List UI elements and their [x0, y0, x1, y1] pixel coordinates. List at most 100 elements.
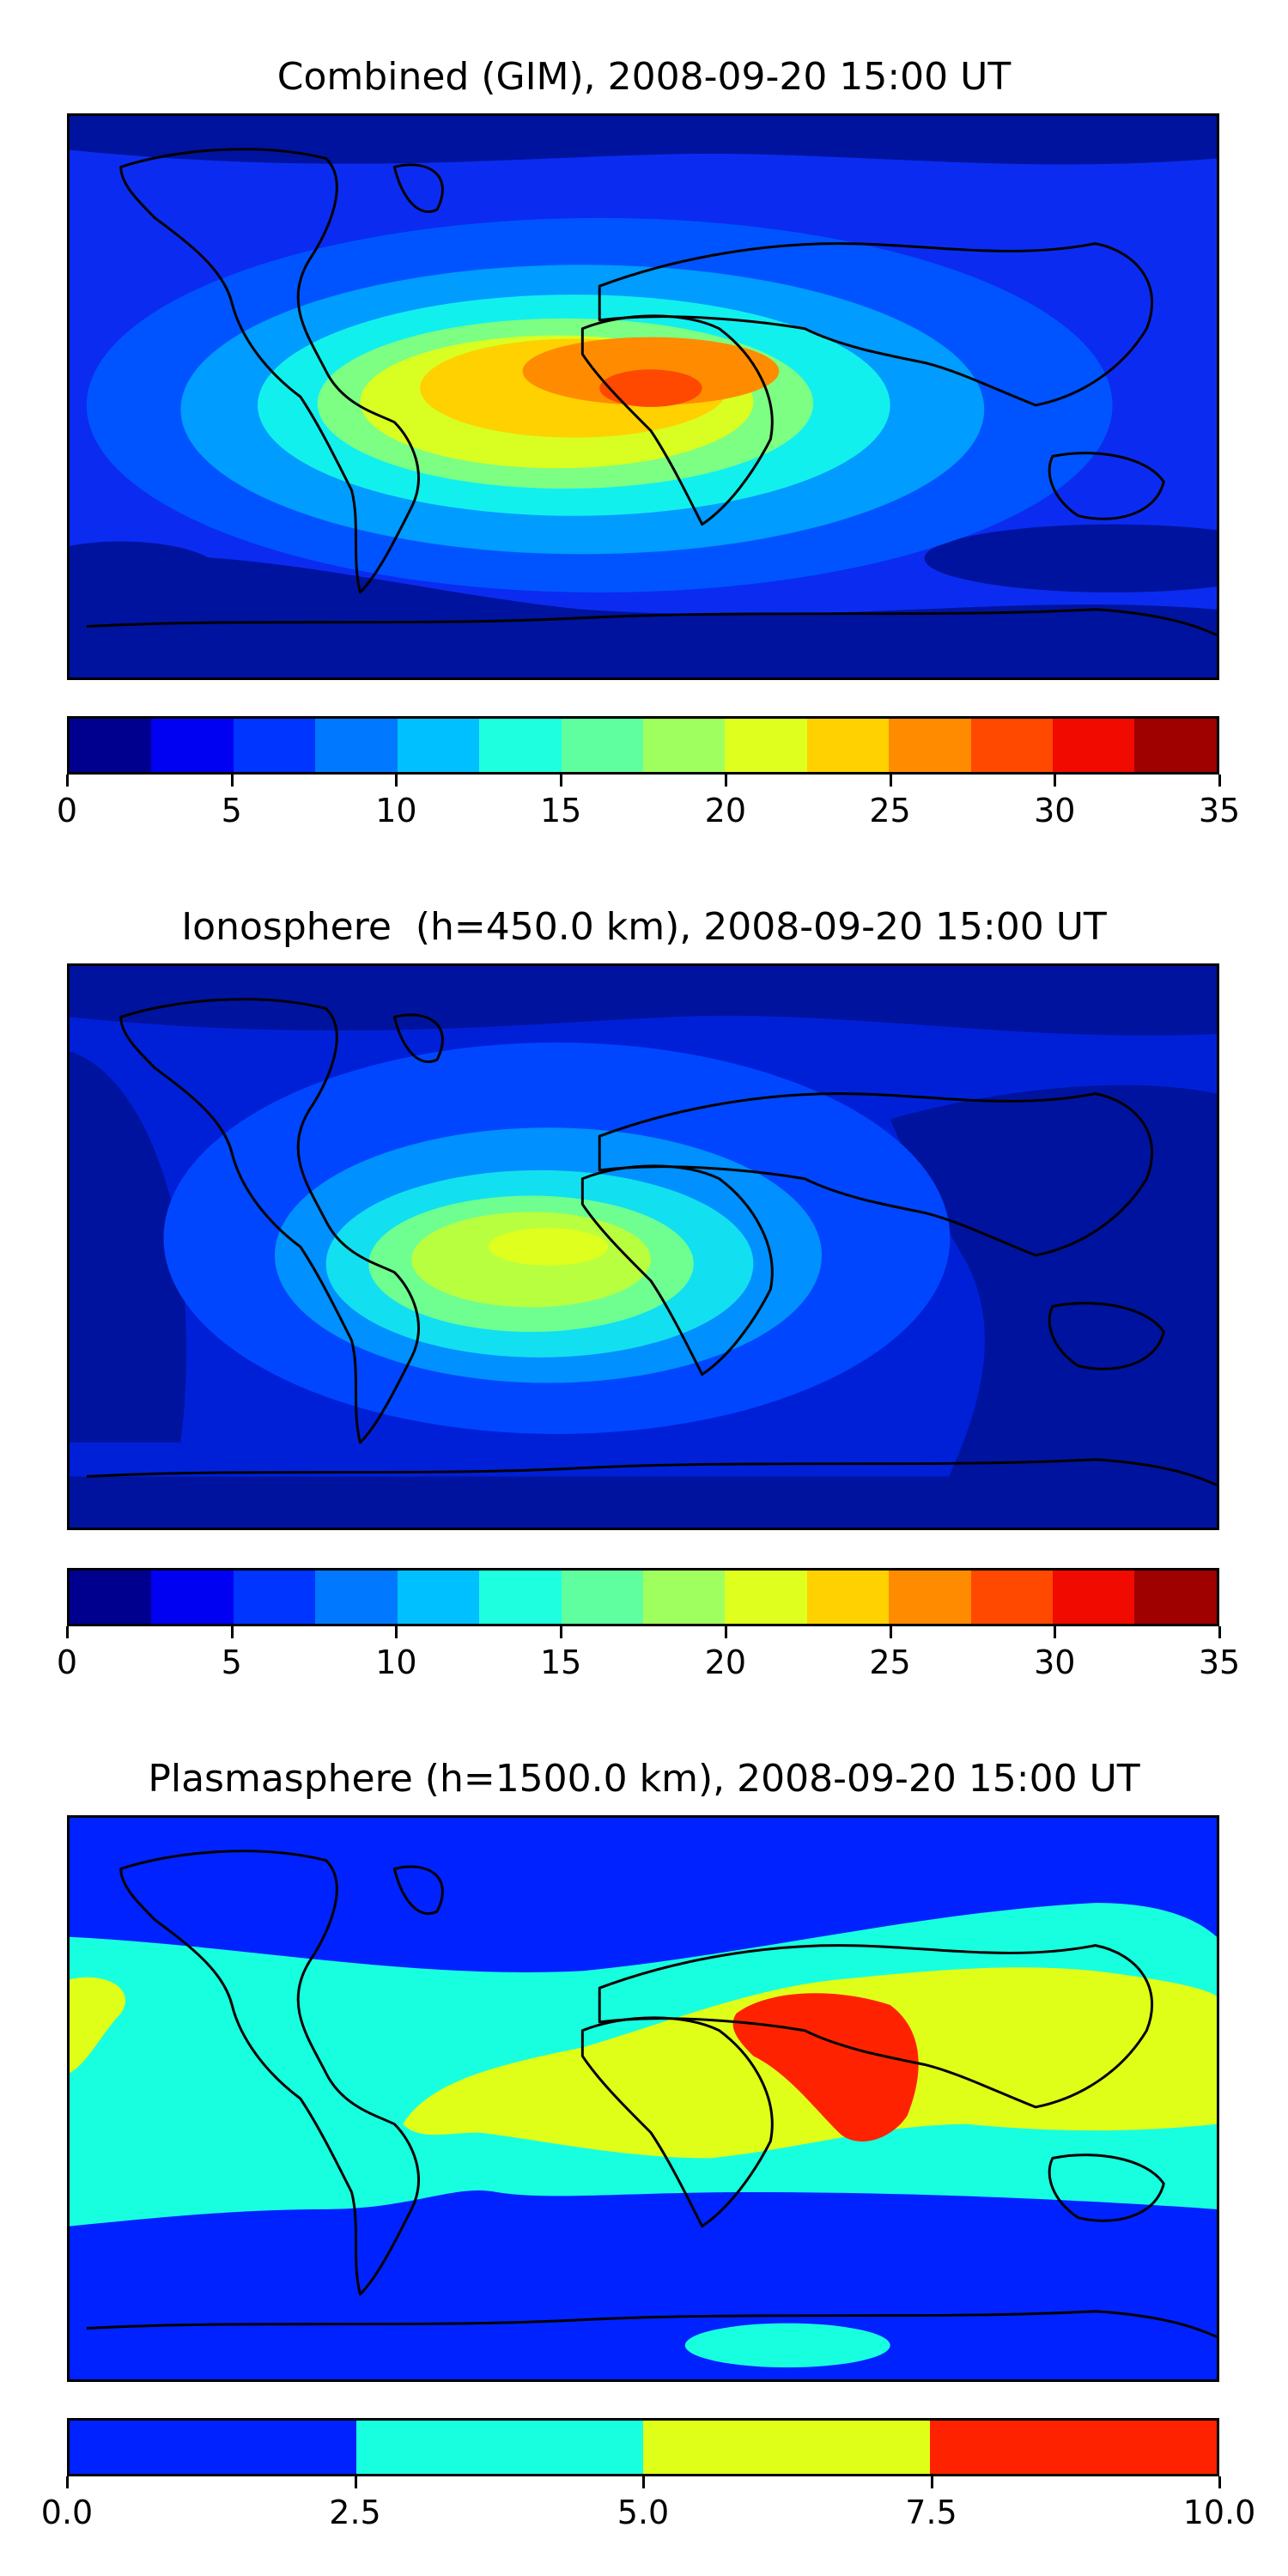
colorbar-segment: [479, 1571, 562, 1624]
colorbar-segment: [356, 2421, 643, 2474]
colorbar-segment: [561, 1571, 643, 1624]
colorbar-segment: [1053, 719, 1135, 772]
colorbar-segment: [1053, 1571, 1135, 1624]
colorbar-ticks: 0 5 10 15 20 25 30 35: [57, 1626, 1240, 1681]
field-band: [732, 1993, 919, 2142]
tick-label: 20: [704, 792, 747, 829]
tick-label: 30: [1034, 1643, 1076, 1681]
tick-mark: [560, 775, 563, 787]
colorbar: [67, 716, 1219, 775]
tick-mark: [1218, 775, 1221, 787]
tec-map: [70, 116, 1217, 677]
colorbar-segment: [930, 2421, 1217, 2474]
colorbar-segment: [70, 1571, 152, 1624]
colorbar-segment: [889, 719, 971, 772]
map-ionosphere: [67, 963, 1219, 1530]
tick-label: 25: [869, 792, 911, 829]
colorbar-segment: [970, 719, 1054, 772]
colorbar-segment: [479, 719, 562, 772]
tick-label: 25: [869, 1643, 911, 1681]
colorbar-ticks: 0.0 2.5 5.0 7.5 10.0: [41, 2476, 1255, 2531]
tick-mark: [395, 1626, 398, 1638]
panel-title: Plasmasphere (h=1500.0 km), 2008-09-20 1…: [148, 1757, 1140, 1801]
tick-label: 5.0: [617, 2494, 670, 2531]
colorbar-segment: [70, 2421, 356, 2474]
colorbar-segment: [889, 1571, 971, 1624]
panel-title: Ionosphere (h=450.0 km), 2008-09-20 15:0…: [181, 905, 1107, 949]
colorbar-segment: [315, 719, 398, 772]
field-band-low: [924, 524, 1217, 592]
tick-label: 0: [56, 792, 78, 829]
map-combined: [67, 113, 1219, 680]
field-band-low: [70, 1051, 186, 1443]
colorbar-segment: [233, 1571, 316, 1624]
tick-label: 20: [704, 1643, 747, 1681]
tick-mark: [395, 775, 398, 787]
colorbar: [67, 1568, 1219, 1626]
colorbar-segment: [806, 719, 890, 772]
tick-label: 7.5: [905, 2494, 957, 2531]
colorbar-segment: [1134, 719, 1217, 772]
panel-title: Combined (GIM), 2008-09-20 15:00 UT: [276, 55, 1012, 99]
tick-mark: [66, 775, 69, 787]
colorbar-segment: [643, 2421, 930, 2474]
colorbar-segment: [970, 1571, 1054, 1624]
tick-label: 0.0: [40, 2494, 94, 2531]
tec-map: [70, 1818, 1217, 2379]
tick-label: 35: [1198, 792, 1241, 829]
colorbar-segment: [642, 1571, 726, 1624]
tick-mark: [889, 1626, 892, 1638]
tick-mark: [1054, 1626, 1057, 1638]
coastlines: [86, 1850, 1217, 2338]
tick-label: 5: [221, 792, 242, 829]
colorbar-segment: [70, 719, 152, 772]
colorbar-segment: [397, 1571, 480, 1624]
field-band: [488, 1228, 609, 1266]
colorbar-segment: [725, 1571, 807, 1624]
tick-mark: [930, 2476, 933, 2488]
colorbar-segment: [561, 719, 643, 772]
tick-mark: [560, 1626, 563, 1638]
tick-mark: [889, 775, 892, 787]
colorbar: [67, 2418, 1219, 2476]
colorbar-segment: [315, 1571, 398, 1624]
tick-label: 10: [375, 1643, 417, 1681]
map-plasmasphere: [67, 1815, 1219, 2382]
colorbar-segment: [397, 719, 480, 772]
tick-mark: [66, 1626, 69, 1638]
field-band-low: [70, 966, 1217, 1036]
colorbar-segment: [642, 719, 726, 772]
tick-mark: [354, 2476, 357, 2488]
colorbar-segment: [233, 719, 316, 772]
tick-label: 15: [539, 1643, 582, 1681]
coastlines: [86, 148, 1217, 636]
tick-mark: [642, 2476, 645, 2488]
tick-label: 35: [1198, 1643, 1241, 1681]
colorbar-segment: [151, 719, 234, 772]
colorbar-segment: [806, 1571, 890, 1624]
tick-label: 10: [375, 792, 417, 829]
tick-mark: [1218, 1626, 1221, 1638]
tick-mark: [1054, 775, 1057, 787]
field-band: [599, 369, 702, 407]
field-band-low: [70, 116, 1217, 165]
tick-mark: [66, 2476, 69, 2488]
tick-mark: [724, 1626, 727, 1638]
tick-mark: [230, 775, 234, 787]
tick-mark: [1218, 2476, 1221, 2488]
tick-mark: [230, 1626, 234, 1638]
field-band: [70, 1977, 126, 2074]
tec-map: [70, 966, 1217, 1528]
field-band-low: [70, 1476, 1217, 1528]
tick-label: 5: [221, 1643, 242, 1681]
tick-label: 10.0: [1182, 2494, 1256, 2531]
colorbar-ticks: 0 5 10 15 20 25 30 35: [57, 775, 1240, 829]
tick-label: 30: [1034, 792, 1076, 829]
tick-label: 2.5: [329, 2494, 381, 2531]
tick-label: 0: [56, 1643, 78, 1681]
colorbar-segment: [151, 1571, 234, 1624]
tick-mark: [724, 775, 727, 787]
colorbar-segment: [1134, 1571, 1217, 1624]
coastlines: [86, 998, 1217, 1486]
field-band: [684, 2323, 890, 2368]
